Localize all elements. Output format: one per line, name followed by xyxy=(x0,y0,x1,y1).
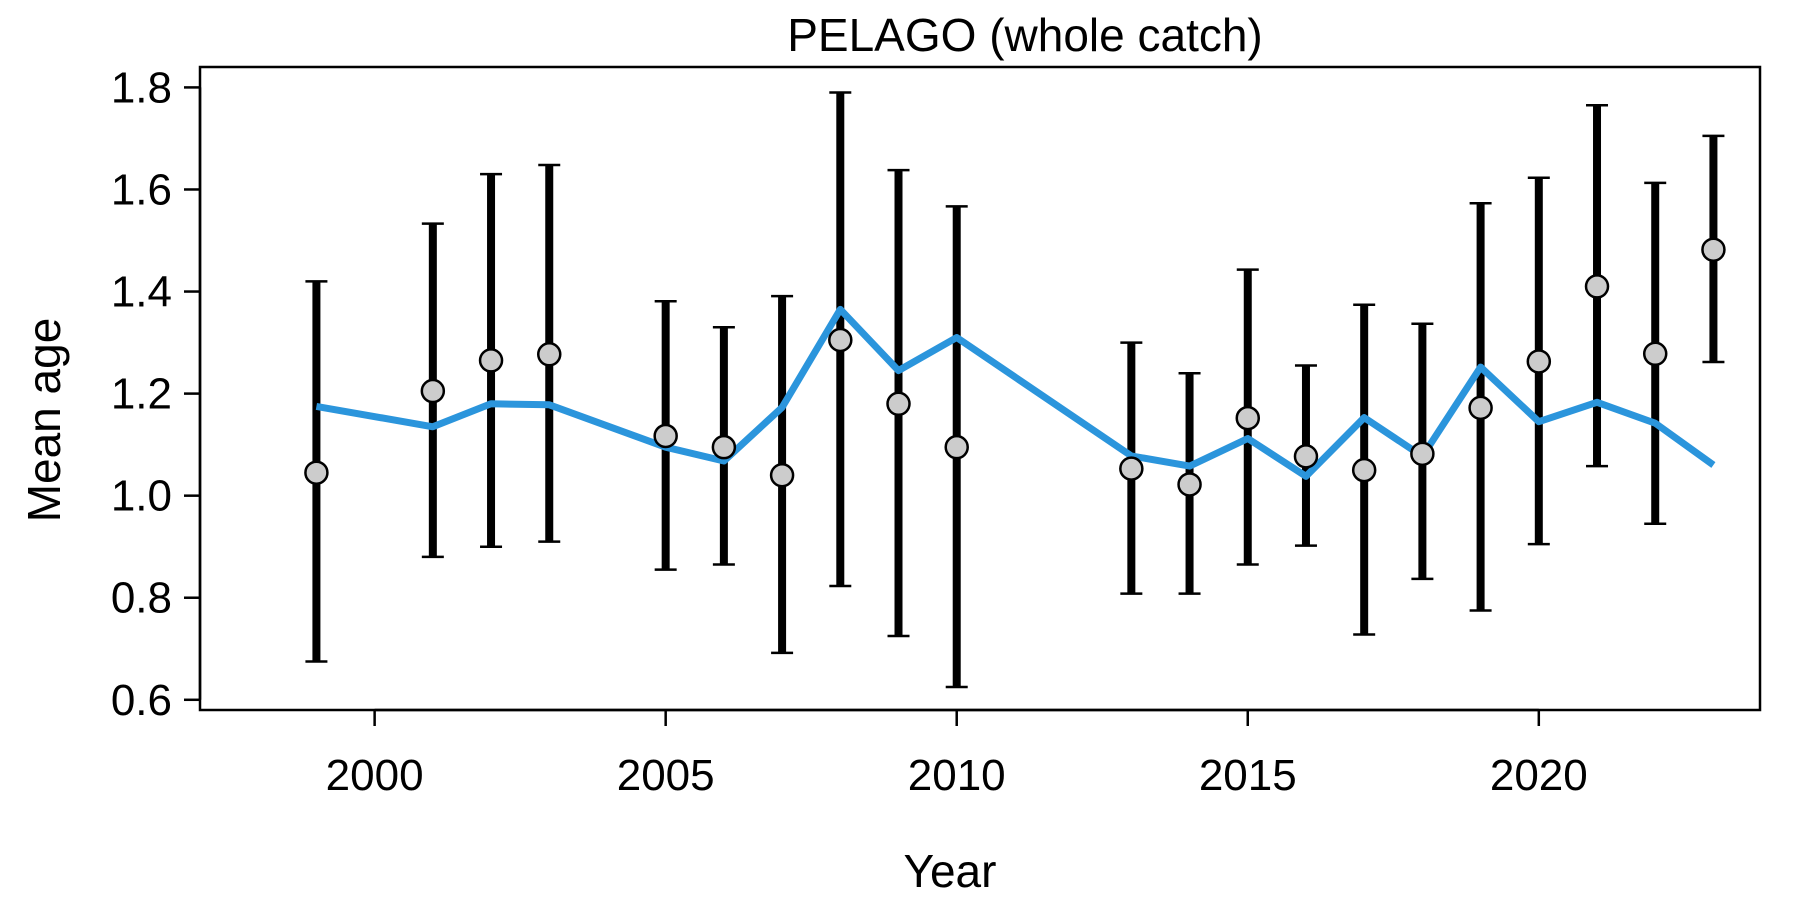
data-point xyxy=(304,460,329,485)
data-point xyxy=(944,434,969,460)
y-tick-label: 0.6 xyxy=(111,676,172,725)
y-tick-label: 0.8 xyxy=(111,574,172,623)
data-point xyxy=(1468,395,1493,421)
y-axis-label: Mean age xyxy=(18,318,70,523)
data-points xyxy=(304,237,1726,497)
y-tick-label: 1.6 xyxy=(111,165,172,214)
x-axis: 2000 2005 2010 2015 2020 xyxy=(326,708,1588,800)
y-axis: 0.6 0.8 1.0 1.2 1.4 1.6 1.8 xyxy=(111,63,202,725)
x-tick-label: 2010 xyxy=(908,751,1006,800)
x-axis-label: Year xyxy=(904,845,997,897)
data-point xyxy=(1119,456,1144,481)
data-point xyxy=(1642,341,1668,367)
data-point xyxy=(1177,472,1202,497)
chart-title: PELAGO (whole catch) xyxy=(787,9,1263,61)
error-bars xyxy=(305,91,1725,689)
data-point xyxy=(1293,444,1319,469)
x-tick-label: 2005 xyxy=(617,751,715,800)
data-point xyxy=(886,391,911,417)
data-point xyxy=(1351,457,1377,483)
data-point xyxy=(769,463,795,488)
data-point xyxy=(478,348,504,373)
data-point xyxy=(828,327,853,353)
data-point xyxy=(420,378,446,404)
x-tick-label: 2000 xyxy=(326,751,424,800)
data-point xyxy=(537,342,562,367)
x-tick-label: 2020 xyxy=(1490,751,1588,800)
x-tick-label: 2015 xyxy=(1199,751,1297,800)
y-tick-label: 1.8 xyxy=(111,63,172,112)
trend-line-path xyxy=(315,305,1716,480)
data-point xyxy=(711,434,737,460)
data-point xyxy=(1584,274,1610,299)
data-point xyxy=(1701,237,1726,262)
y-tick-label: 1.2 xyxy=(111,370,172,419)
y-tick-label: 1.0 xyxy=(111,472,172,521)
data-point xyxy=(1526,349,1552,374)
data-point xyxy=(653,423,678,449)
data-point xyxy=(1410,441,1435,467)
y-tick-label: 1.4 xyxy=(111,268,172,317)
trend-line xyxy=(315,305,1716,480)
data-point xyxy=(1235,405,1261,431)
